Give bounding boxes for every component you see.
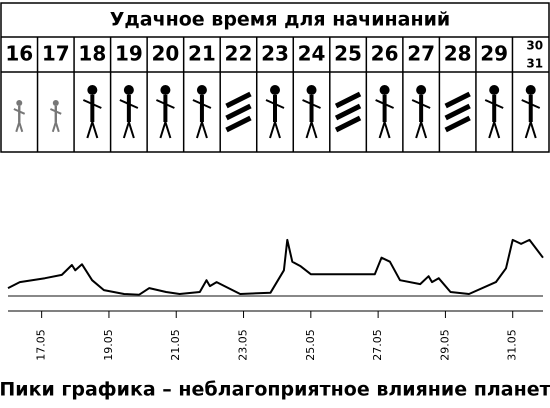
- stripe-icon: [444, 91, 471, 109]
- figure-icon: [420, 121, 428, 139]
- figure-icon: [525, 85, 536, 95]
- day-label: 22: [225, 42, 253, 66]
- figure-icon: [411, 99, 431, 109]
- x-tick-label: 27.05: [371, 329, 384, 361]
- day-label: 25: [334, 42, 362, 66]
- x-tick-label: 21.05: [169, 329, 182, 361]
- stripe-icon: [444, 103, 471, 121]
- figure-icon: [16, 100, 23, 106]
- stripe-icon: [444, 115, 471, 133]
- figure-icon: [274, 121, 281, 139]
- figure-icon: [310, 121, 318, 139]
- figure-icon: [196, 85, 207, 95]
- figure-icon: [524, 121, 532, 139]
- day-label: 18: [78, 42, 106, 66]
- figure-icon: [119, 99, 139, 109]
- figure-icon: [269, 121, 276, 139]
- day-label: 19: [115, 42, 143, 66]
- day-label: 26: [371, 42, 399, 66]
- table-border: [0, 2, 550, 153]
- figure-icon: [159, 121, 167, 139]
- stripe-icon: [225, 91, 252, 109]
- day-label: 28: [444, 42, 472, 66]
- figure-icon: [493, 121, 501, 139]
- figure-icon: [305, 121, 313, 139]
- figure-icon: [379, 85, 390, 95]
- figure-icon: [265, 99, 285, 109]
- stripe-icon: [225, 115, 252, 133]
- figure-icon: [489, 85, 500, 95]
- day-label: 24: [298, 42, 326, 66]
- figure-icon: [302, 99, 321, 109]
- figure-icon: [195, 121, 203, 139]
- day-label: 23: [261, 42, 289, 66]
- figure-icon: [123, 85, 134, 95]
- figure-icon: [375, 99, 395, 109]
- x-tick-label: 25.05: [304, 329, 317, 361]
- figure-icon: [87, 85, 98, 95]
- figure-icon: [415, 121, 423, 139]
- figure-icon: [122, 121, 130, 139]
- figure-icon: [155, 99, 175, 109]
- figure-icon: [192, 99, 212, 109]
- figure-icon: [488, 121, 496, 139]
- day-label: 21: [188, 42, 216, 66]
- figure-icon: [91, 121, 99, 139]
- table-title: Удачное время для начинаний: [110, 9, 450, 31]
- caption: Пики графика – неблагоприятное влияние п…: [0, 379, 550, 401]
- figure-icon: [160, 85, 171, 95]
- figure-icon: [270, 85, 280, 95]
- figure-icon: [127, 121, 135, 139]
- day-label: 16: [5, 42, 33, 66]
- day-label: 30: [526, 39, 543, 53]
- figure-icon: [306, 85, 317, 95]
- figure-icon: [52, 100, 59, 106]
- stripe-icon: [225, 103, 252, 121]
- figure-icon: [13, 108, 26, 115]
- stripe-icon: [334, 115, 362, 133]
- figure-icon: [54, 121, 60, 133]
- figure-icon: [378, 121, 386, 139]
- x-tick-label: 17.05: [35, 329, 48, 361]
- figure-icon: [86, 121, 94, 139]
- day-label: 31: [526, 57, 543, 71]
- figure-icon: [383, 121, 391, 139]
- x-tick-label: 29.05: [438, 329, 451, 361]
- figure-icon: [18, 121, 24, 133]
- figure-icon: [164, 121, 172, 139]
- figure-icon: [484, 99, 504, 109]
- figure-icon: [416, 85, 427, 95]
- day-label: 27: [407, 42, 435, 66]
- figure-icon: [82, 99, 102, 109]
- stripe-icon: [334, 103, 362, 121]
- x-tick-label: 31.05: [506, 329, 519, 361]
- figure-icon: [200, 121, 208, 139]
- figure-icon: [529, 121, 537, 139]
- x-tick-label: 19.05: [102, 329, 115, 361]
- stripe-icon: [334, 91, 362, 109]
- x-tick-label: 23.05: [237, 329, 250, 361]
- figure-icon: [521, 99, 541, 109]
- day-label: 17: [42, 42, 70, 66]
- figure-icon: [49, 108, 62, 115]
- day-label: 20: [151, 42, 179, 66]
- day-label: 29: [480, 42, 508, 66]
- line-series: [7, 238, 544, 296]
